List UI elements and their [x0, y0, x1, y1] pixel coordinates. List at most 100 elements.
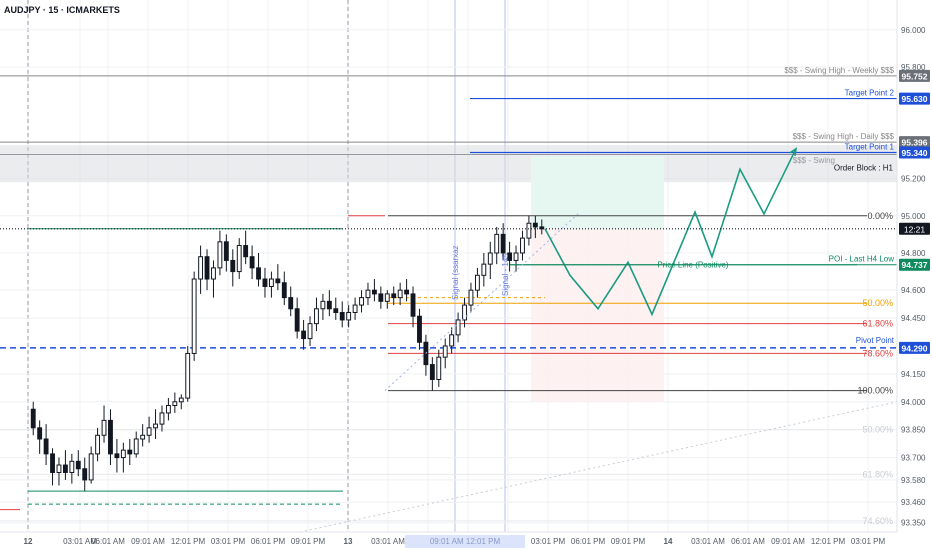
price-tick-label: 93.460 [901, 498, 926, 507]
time-tick-label: 09:01 PM [611, 537, 646, 546]
candle-body [365, 289, 371, 299]
candle-body [449, 334, 455, 347]
fib-label: 100.00% [857, 386, 893, 396]
candle-body [178, 397, 184, 403]
candle-body [37, 427, 43, 440]
fib-label: 78.60% [862, 348, 893, 358]
candle-body [294, 308, 300, 332]
candle-body [43, 438, 49, 455]
trend-line-dotted[interactable] [384, 211, 581, 391]
time-tick-label: 03:01 PM [531, 537, 566, 546]
long-position-stop-zone[interactable] [531, 228, 664, 402]
fibonacci-retracement[interactable]: 0.00% 50.00% 61.80% 78.60% 100.00% 50.00% 61.8… [0, 211, 893, 526]
candle-body [404, 289, 410, 295]
candle-body [487, 252, 493, 265]
candle-body [281, 282, 287, 299]
price-tick-label: 95.800 [901, 63, 926, 72]
long-position-target-zone[interactable] [531, 156, 664, 229]
candle-body [101, 419, 107, 436]
candle-body [30, 408, 36, 429]
order-block-label: Order Block : H1 [834, 163, 894, 172]
fib-ghost-label: 50.00% [862, 425, 893, 435]
candle-body [146, 427, 152, 436]
candle-body [249, 256, 255, 269]
price-tick-label: 95.200 [901, 175, 926, 184]
time-tick-label: 09:01 AM [131, 537, 165, 546]
fib-ghost-label: 74.60% [862, 516, 893, 526]
candle-body [153, 423, 158, 429]
price-tick-label: 93.850 [901, 426, 926, 435]
time-tick-label: 14 [664, 537, 673, 546]
order-block-zone[interactable] [0, 145, 897, 183]
candle-body [185, 352, 191, 399]
candle-body [507, 252, 513, 261]
projection-path[interactable] [0, 147, 898, 533]
projection-zigzag[interactable] [544, 148, 797, 317]
time-range-badge-text: 09:01 AM 12:01 PM [430, 537, 501, 546]
annotations: Order Block : H1$$$ - Swing Price Line (P… [451, 156, 894, 300]
candle-body [314, 308, 319, 325]
price-axis-bg [897, 0, 932, 550]
candle-body [75, 460, 81, 470]
poi-last-h4-low-axis-tag-text: 94.737 [902, 260, 928, 270]
time-range-badge [405, 535, 525, 548]
price-line-label: Price Line (Positive) [657, 261, 728, 270]
fib-label: 61.80% [862, 319, 893, 329]
candle-body [359, 297, 364, 306]
time-tick-label: 12 [24, 537, 33, 546]
candlestick-series [30, 215, 545, 492]
swing-high-weekly-axis-tag [899, 69, 930, 82]
candle-body [127, 449, 133, 455]
candle-body [339, 312, 345, 321]
time-tick-label: 09:01 PM [291, 537, 326, 546]
swing-high-daily-axis-tag-text: 95.396 [902, 138, 928, 148]
time-tick-label: 06:01 AM [731, 537, 765, 546]
candle-body [120, 449, 126, 459]
candle-body [198, 256, 204, 280]
candle-body [56, 464, 62, 473]
candle-body [468, 289, 474, 306]
countdown-text: 12:21 [904, 224, 926, 234]
candle-body [513, 252, 519, 261]
time-tick-label: 06:01 PM [571, 537, 606, 546]
candle-body [371, 289, 377, 295]
chart-zones [0, 145, 897, 402]
time-tick-label: 12:01 PM [171, 537, 206, 546]
pivot-point-axis-tag [899, 341, 930, 354]
target-point-2-label: Target Point 2 [845, 89, 895, 98]
candle-body [191, 278, 197, 354]
candle-body [474, 274, 480, 291]
signal-2-label: Signal - 145 [501, 253, 510, 296]
fib-label: 0.00% [867, 211, 893, 221]
long-trend-line[interactable] [299, 401, 898, 533]
time-tick-label: 09:01 AM [771, 537, 805, 546]
candle-body [236, 245, 242, 273]
candle-body [262, 278, 268, 287]
candle-body [50, 453, 55, 473]
time-tick-label: 03:01 PM [851, 537, 886, 546]
candle-body [69, 460, 75, 473]
candle-body [410, 293, 416, 317]
target-point-2-axis-tag-text: 95.630 [902, 94, 928, 104]
candle-body [217, 241, 223, 269]
candle-body [384, 293, 390, 302]
poi-last-h4-low-axis-tag [899, 258, 930, 271]
candle-body [211, 267, 216, 280]
candle-body [500, 233, 506, 254]
swing-high-weekly-axis-tag-text: 95.752 [902, 71, 928, 81]
candle-body [307, 323, 313, 340]
price-axis[interactable]: 96.000 95.800 95.200 95.000 94.800 94.600 94.4… [896, 0, 932, 550]
candle-body [462, 304, 467, 321]
target-point-1-label: Target Point 1 [845, 143, 895, 152]
candle-body [223, 241, 229, 261]
poi-last-h4-low-label: POI - Last H4 Low [829, 255, 895, 264]
candle-body [397, 289, 403, 299]
target-point-2-axis-tag [899, 92, 930, 105]
swing-high-weekly-label: $$$ - Swing High - Weekly $$$ [784, 66, 894, 75]
time-tick-label: 13 [344, 537, 353, 546]
candle-body [417, 315, 422, 343]
fib-ghost-label: 61.80% [862, 469, 893, 479]
symbol-label[interactable]: AUDJPY · 15 · ICMARKETS [4, 5, 120, 15]
